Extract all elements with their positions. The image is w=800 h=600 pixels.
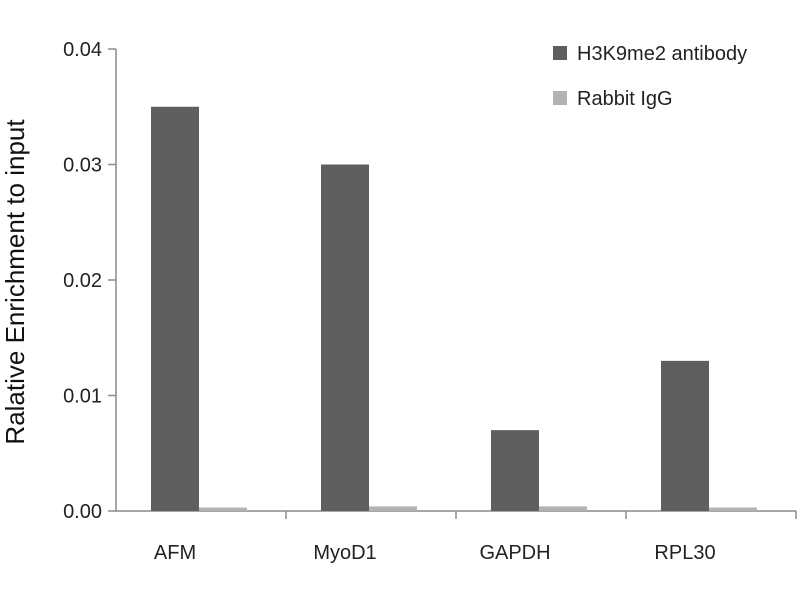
legend: H3K9me2 antibody Rabbit IgG — [553, 43, 747, 110]
bar-gapdh-h3k9me2 — [491, 430, 539, 511]
legend-swatch — [553, 91, 567, 105]
y-axis-labels: 0.00 0.01 0.02 0.03 0.04 — [63, 39, 102, 523]
x-category-label: MyoD1 — [313, 542, 376, 564]
x-category-label: RPL30 — [654, 542, 715, 564]
x-axis-labels: AFM MyoD1 GAPDH RPL30 — [154, 542, 716, 564]
legend-label: Rabbit IgG — [577, 88, 673, 110]
y-tick-label: 0.03 — [63, 155, 102, 177]
bar-rpl30-rabbit-igg — [709, 507, 757, 511]
y-tick-label: 0.02 — [63, 270, 102, 292]
bar-afm-rabbit-igg — [199, 507, 247, 511]
bar-rpl30-h3k9me2 — [661, 360, 709, 511]
y-tick-label: 0.01 — [63, 386, 102, 408]
bar-afm-h3k9me2 — [151, 106, 199, 511]
bar-gapdh-rabbit-igg — [539, 506, 587, 511]
x-category-label: GAPDH — [479, 542, 550, 564]
bar-myod1-h3k9me2 — [321, 164, 369, 511]
y-tick-label: 0.04 — [63, 39, 102, 61]
bars — [151, 106, 757, 511]
legend-swatch — [553, 46, 567, 60]
x-category-label: AFM — [154, 542, 196, 564]
y-axis-title: Ralative Enrichment to input — [0, 119, 30, 445]
bar-myod1-rabbit-igg — [369, 506, 417, 511]
y-tick-label: 0.00 — [63, 501, 102, 523]
legend-label: H3K9me2 antibody — [577, 43, 747, 65]
